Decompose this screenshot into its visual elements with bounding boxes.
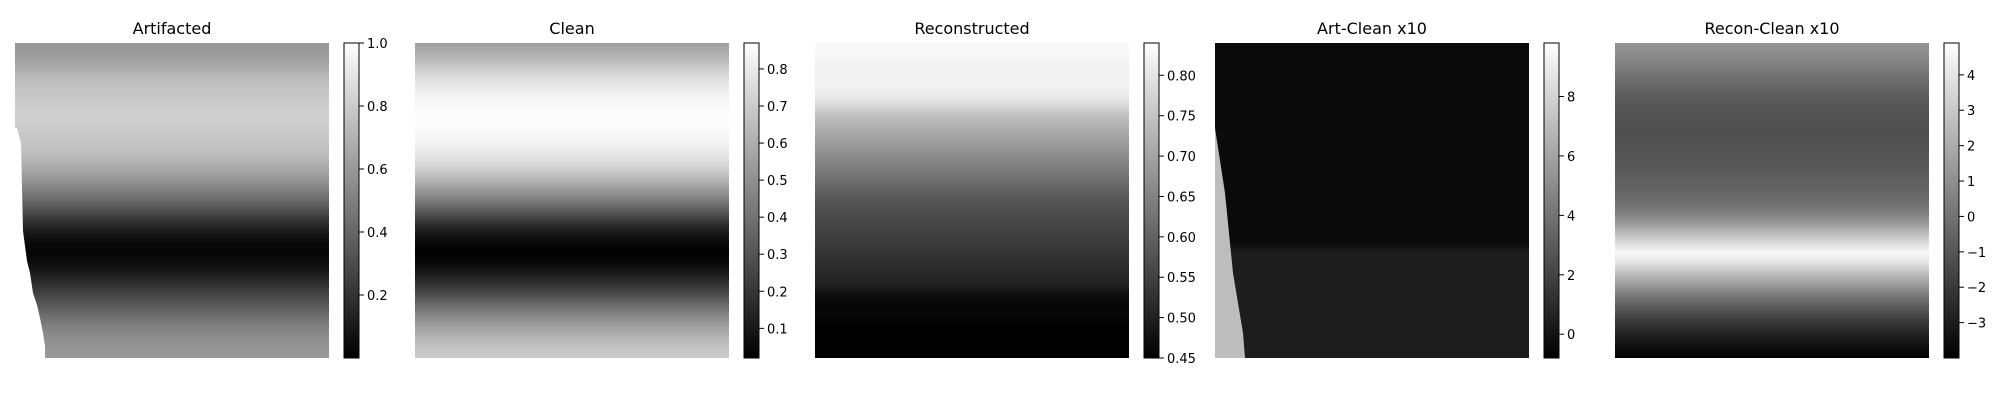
- colorbar-tick-label: 0.7: [767, 100, 788, 115]
- heatmap-image: [15, 43, 329, 358]
- panel-title: Clean: [549, 19, 594, 38]
- heatmap-image: [415, 43, 729, 358]
- heatmap-image: [815, 43, 1129, 358]
- colorbar-tick-label: 0.1: [767, 322, 788, 337]
- colorbar-tick-label: 0.6: [367, 163, 388, 178]
- panel-title: Reconstructed: [914, 19, 1029, 38]
- colorbar-tick-label: 0.45: [1167, 352, 1196, 367]
- heatmap-image: [1615, 43, 1929, 358]
- panel-title: Recon-Clean x10: [1704, 19, 1839, 38]
- colorbar-tick-label: 0.55: [1167, 271, 1196, 286]
- colorbar-scale: [1543, 42, 1560, 359]
- colorbar-tick-label: 0: [1567, 328, 1575, 343]
- colorbar-tick-label: 4: [1567, 209, 1575, 224]
- colorbar-tick-label: 0.80: [1167, 69, 1196, 84]
- panel-3: Reconstructed 0.45 0.50 0.55 0.60 0.65 0.70 0.7…: [815, 19, 1196, 367]
- colorbar: 0.1 0.2 0.3 0.4 0.5 0.6 0.7 0.8: [743, 42, 788, 359]
- panel-title: Artifacted: [133, 19, 212, 38]
- colorbar-scale: [343, 42, 360, 359]
- colorbar-tick-label: 2: [1967, 140, 1975, 155]
- colorbar-tick-label: 0.4: [367, 226, 388, 241]
- panel-4: Art-Clean x10 0 2 4 6 8: [1215, 19, 1575, 359]
- colorbar-tick-label: 6: [1567, 150, 1575, 165]
- colorbar-scale: [1143, 42, 1160, 359]
- colorbar-tick-label: 0.65: [1167, 190, 1196, 205]
- colorbar-tick-label: 0.2: [367, 289, 388, 304]
- colorbar-tick-label: −2: [1967, 281, 1986, 296]
- colorbar: 0 2 4 6 8: [1543, 42, 1575, 359]
- colorbar-tick-label: 0.50: [1167, 312, 1196, 327]
- colorbar-scale: [1943, 42, 1960, 359]
- colorbar-tick-label: 0.75: [1167, 110, 1196, 125]
- colorbar-tick-label: 0.8: [367, 100, 388, 115]
- colorbar-tick-label: 3: [1967, 104, 1975, 119]
- colorbar-tick-label: 8: [1567, 90, 1575, 105]
- colorbar-tick-label: 2: [1567, 269, 1575, 284]
- colorbar-tick-label: −1: [1967, 246, 1986, 261]
- colorbar-tick-label: 1: [1967, 175, 1975, 190]
- artifact-notch: [15, 128, 45, 358]
- colorbar-tick-label: 0.6: [767, 137, 788, 152]
- colorbar-scale: [743, 42, 760, 359]
- colorbar: 0.45 0.50 0.55 0.60 0.65 0.70 0.75 0.80: [1143, 42, 1196, 367]
- colorbar: 0.2 0.4 0.6 0.8 1.0: [343, 37, 388, 359]
- panel-5: Recon-Clean x10 −3 −2 −1 0 1 2 3 4: [1615, 19, 1986, 359]
- colorbar-tick-label: 4: [1967, 69, 1975, 84]
- colorbar-tick-label: 0.4: [767, 211, 788, 226]
- panel-title: Art-Clean x10: [1317, 19, 1427, 38]
- artifact-wedge: [1215, 128, 1245, 358]
- heatmap-image: [1215, 43, 1529, 358]
- colorbar-tick-label: 0: [1967, 210, 1975, 225]
- panel-2: Clean 0.1 0.2 0.3 0.4 0.5 0.6 0.7 0.8: [415, 19, 788, 359]
- colorbar-tick-label: 0.3: [767, 248, 788, 263]
- colorbar-tick-label: 0.70: [1167, 150, 1196, 165]
- colorbar-tick-label: 0.8: [767, 63, 788, 78]
- colorbar-tick-label: 0.2: [767, 285, 788, 300]
- colorbar-tick-label: 0.5: [767, 174, 788, 189]
- colorbar-tick-label: 0.60: [1167, 231, 1196, 246]
- colorbar-tick-label: 1.0: [367, 37, 388, 52]
- colorbar-tick-label: −3: [1967, 317, 1986, 332]
- panel-1: Artifacted 0.2 0.4 0.6 0.8 1.0: [15, 19, 388, 359]
- colorbar: −3 −2 −1 0 1 2 3 4: [1943, 42, 1986, 359]
